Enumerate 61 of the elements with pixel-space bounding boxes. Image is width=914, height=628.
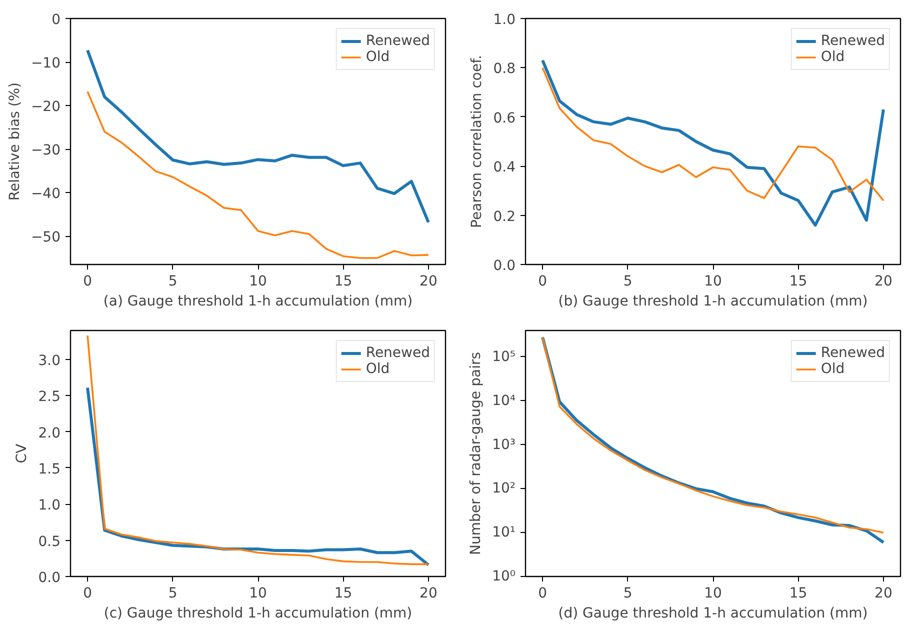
y-tick-label: 0.0 <box>38 570 60 586</box>
legend-label: Old <box>366 361 390 377</box>
x-tick-label: 5 <box>623 586 632 602</box>
y-axis-title: Relative bias (%) <box>6 82 23 201</box>
legend-label: Old <box>366 49 390 65</box>
y-tick-label: 10¹ <box>492 524 516 541</box>
x-axis-title: (b) Gauge threshold 1-h accumulation (mm) <box>558 294 868 310</box>
y-tick-label: 10³ <box>492 436 516 453</box>
y-tick-label: −50 <box>30 230 60 246</box>
legend-label: Renewed <box>366 345 430 361</box>
y-tick-label: 0.6 <box>493 110 516 126</box>
x-axis-title: (c) Gauge threshold 1-h accumulation (mm) <box>104 606 412 622</box>
x-tick-label: 15 <box>789 274 808 290</box>
x-tick-label: 15 <box>334 274 352 290</box>
y-tick-label: −30 <box>30 142 60 159</box>
y-tick-label: 10⁰ <box>492 568 516 584</box>
y-tick-label: 2.5 <box>38 389 60 406</box>
y-tick-label: 10⁵ <box>492 348 516 365</box>
x-axis-title: (a) Gauge threshold 1-h accumulation (mm) <box>103 294 413 310</box>
x-tick-label: 0 <box>83 586 92 602</box>
y-tick-label: 10² <box>492 480 516 497</box>
y-tick-label: 0 <box>52 12 61 28</box>
x-tick-label: 10 <box>249 586 267 602</box>
y-tick-label: 2.0 <box>38 425 60 442</box>
x-axis-title: (d) Gauge threshold 1-h accumulation (mm) <box>558 606 868 622</box>
y-axis-title: Pearson correlation coef. <box>469 55 486 228</box>
x-tick-label: 5 <box>168 274 178 290</box>
y-tick-label: −20 <box>30 99 60 116</box>
legend-label: Renewed <box>820 33 885 49</box>
x-tick-label: 5 <box>168 586 178 602</box>
y-tick-label: 0.5 <box>38 534 60 550</box>
y-tick-label: 3.0 <box>38 352 60 369</box>
y-tick-label: 0.4 <box>493 160 516 176</box>
y-tick-label: 1.0 <box>38 498 60 514</box>
y-axis-title: Number of radar-gauge pairs <box>468 352 484 556</box>
y-tick-label: 0.2 <box>493 208 516 225</box>
x-tick-label: 20 <box>420 586 438 602</box>
y-tick-label: −40 <box>30 186 60 202</box>
x-tick-label: 5 <box>623 274 632 290</box>
x-tick-label: 0 <box>83 274 92 290</box>
x-tick-label: 10 <box>704 586 722 602</box>
x-tick-label: 20 <box>874 586 892 602</box>
x-tick-label: 0 <box>538 274 548 290</box>
x-tick-label: 10 <box>249 274 267 290</box>
y-tick-label: 1.0 <box>493 12 516 28</box>
x-tick-label: 10 <box>704 274 722 290</box>
y-tick-label: 0.0 <box>493 258 516 274</box>
x-tick-label: 0 <box>538 586 548 602</box>
legend-label: Renewed <box>820 345 885 361</box>
x-tick-label: 20 <box>874 274 892 290</box>
x-tick-label: 20 <box>420 274 438 290</box>
y-axis-title: CV <box>14 443 30 464</box>
x-tick-label: 15 <box>334 586 352 602</box>
y-tick-label: −10 <box>30 56 60 72</box>
y-tick-label: 10⁴ <box>492 392 516 409</box>
legend-label: Old <box>820 361 845 377</box>
legend-label: Renewed <box>366 33 430 49</box>
y-tick-label: 1.5 <box>38 461 60 478</box>
legend-label: Old <box>820 49 845 65</box>
x-tick-label: 15 <box>789 586 808 602</box>
y-tick-label: 0.8 <box>493 61 516 78</box>
